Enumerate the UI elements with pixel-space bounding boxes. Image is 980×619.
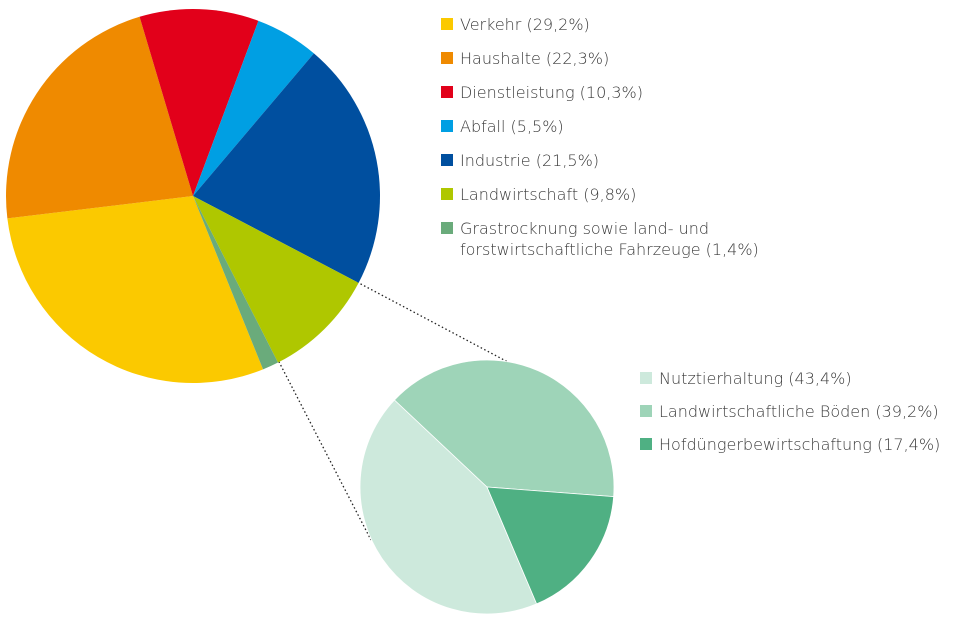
pie-slice — [193, 20, 314, 196]
legend-label: Nutztierhaltung (43,4%) — [659, 369, 852, 388]
legend-item: Abfall (5,5%) — [441, 116, 801, 137]
pie-slice — [486, 486, 615, 605]
connector — [276, 357, 372, 541]
pie-slice — [193, 53, 381, 283]
legend-label: Hofdüngerbewirtschaftung (17,4%) — [659, 435, 941, 454]
pie-slice — [193, 196, 359, 363]
legend-label: Landwirtschaft (9,8%) — [460, 185, 637, 204]
pie-slice — [193, 196, 279, 370]
legend-item: Hofdüngerbewirtschaftung (17,4%) — [640, 434, 980, 455]
legend-swatch — [640, 372, 652, 384]
legend-swatch — [640, 438, 652, 450]
pie-slice — [139, 9, 259, 197]
legend-label: Industrie (21,5%) — [460, 151, 600, 170]
legend-item: Landwirtschaftliche Böden (39,2%) — [640, 401, 980, 422]
legend-label: Verkehr (29,2%) — [460, 15, 590, 34]
legend-item: Dienstleistung (10,3%) — [441, 82, 801, 103]
legend-swatch — [441, 120, 453, 132]
legend-label: Abfall (5,5%) — [460, 117, 564, 136]
legend-label: Haushalte (22,3%) — [460, 49, 610, 68]
legend-swatch — [441, 18, 453, 30]
legend-item: Grastrocknung sowie land- und forstwirts… — [441, 218, 801, 260]
pie-slice — [5, 16, 193, 219]
legend-swatch — [441, 86, 453, 98]
pie-slice — [393, 359, 615, 498]
legend-swatch — [441, 154, 453, 166]
legend-swatch — [441, 188, 453, 200]
legend-label: Landwirtschaftliche Böden (39,2%) — [659, 402, 939, 421]
legend-swatch — [441, 52, 453, 64]
pie-slice — [359, 399, 538, 615]
connector — [356, 281, 524, 371]
legend-item: Landwirtschaft (9,8%) — [441, 184, 801, 205]
legend-item: Verkehr (29,2%) — [441, 14, 801, 35]
legend-item: Haushalte (22,3%) — [441, 48, 801, 69]
legend-item: Nutztierhaltung (43,4%) — [640, 368, 980, 389]
legend-item: Industrie (21,5%) — [441, 150, 801, 171]
legend-swatch — [441, 222, 453, 234]
legend-label: Grastrocknung sowie land- und forstwirts… — [460, 219, 759, 259]
pie-slice — [7, 196, 264, 383]
legend-label: Dienstleistung (10,3%) — [460, 83, 643, 102]
legend-swatch — [640, 405, 652, 417]
